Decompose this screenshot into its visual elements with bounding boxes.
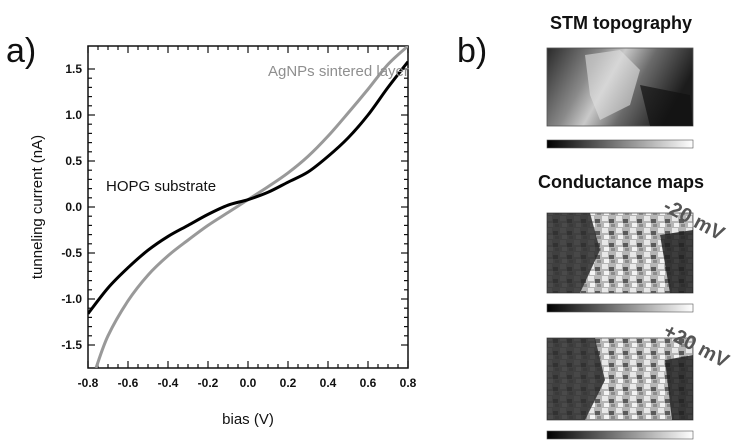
axis-tick-labels: -0.8 -0.6 -0.4 -0.2 0.0 0.2 0.4 0.6 0.8 -1.5 -1.0 -… — [61, 62, 416, 390]
plot-area — [88, 46, 408, 368]
y-tick-label: 1.0 — [65, 108, 82, 122]
series-label-agnps: AgNPs sintered layer — [268, 63, 409, 80]
y-tick-label: 0.0 — [65, 200, 82, 214]
x-tick-label: 0.8 — [400, 376, 417, 390]
x-tick-label: -0.8 — [78, 376, 99, 390]
x-tick-label: 0.2 — [280, 376, 297, 390]
topography-map — [546, 47, 694, 149]
conductance-title: Conductance maps — [538, 172, 704, 192]
x-tick-label: 0.0 — [240, 376, 257, 390]
x-tick-label: -0.6 — [118, 376, 139, 390]
x-axis-title: bias (V) — [222, 411, 274, 428]
x-tick-label: -0.4 — [158, 376, 179, 390]
y-tick-label: -1.0 — [61, 292, 82, 306]
panel-a-label: a) — [6, 32, 36, 70]
x-tick-label: 0.4 — [320, 376, 337, 390]
y-tick-label: 1.5 — [65, 62, 82, 76]
topography-title: STM topography — [550, 13, 692, 33]
x-tick-label: 0.6 — [360, 376, 377, 390]
series-label-hopg: HOPG substrate — [106, 178, 216, 195]
panel-b-label: b) — [457, 32, 487, 70]
plot-frame — [87, 45, 409, 369]
y-tick-label: -0.5 — [61, 246, 82, 260]
series-agnps-line — [94, 46, 408, 368]
y-tick-label: -1.5 — [61, 338, 82, 352]
x-tick-label: -0.2 — [198, 376, 219, 390]
y-tick-label: 0.5 — [65, 154, 82, 168]
conductance-map-1 — [546, 212, 694, 313]
axis-ticks — [87, 46, 409, 368]
y-axis-title: tunneling current (nA) — [29, 135, 46, 279]
conductance-map-2 — [546, 337, 694, 440]
series-hopg-line — [88, 60, 408, 315]
